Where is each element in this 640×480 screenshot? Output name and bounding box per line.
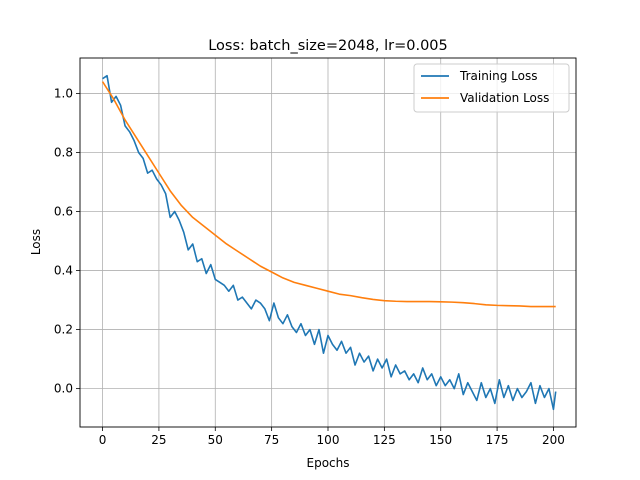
x-axis-label: Epochs — [307, 456, 350, 470]
x-tick-label: 150 — [429, 433, 452, 447]
y-tick-label: 0.0 — [54, 382, 73, 396]
legend: Training Loss Validation Loss — [413, 63, 570, 113]
y-tick-label: 1.0 — [54, 86, 73, 100]
series-line-training-loss — [102, 74, 557, 411]
x-tick-label: 100 — [317, 433, 340, 447]
y-tick-label: 0.6 — [54, 205, 73, 219]
legend-box — [413, 63, 570, 113]
axis-ticks: 0 25 50 75 100 125 150 175 200 0.0 0.2 0.4 0.6 0.8 1.0 — [54, 86, 565, 447]
x-tick-label: 200 — [542, 433, 565, 447]
series-lines — [101, 74, 557, 411]
chart-title: Loss: batch_size=2048, lr=0.005 — [208, 38, 448, 54]
legend-label-validation-loss: Validation Loss — [460, 91, 549, 105]
series-line-validation-loss — [101, 81, 556, 308]
y-tick-label: 0.8 — [54, 145, 73, 159]
x-tick-label: 75 — [264, 433, 279, 447]
x-tick-label: 175 — [486, 433, 509, 447]
legend-label-training-loss: Training Loss — [459, 69, 537, 83]
x-tick-label: 25 — [151, 433, 166, 447]
y-axis-label: Loss — [29, 229, 43, 255]
x-tick-label: 0 — [99, 433, 107, 447]
plot-area-frame — [79, 57, 577, 428]
y-tick-label: 0.4 — [54, 264, 73, 278]
x-tick-label: 125 — [373, 433, 396, 447]
y-tick-label: 0.2 — [54, 323, 73, 337]
grid-lines — [80, 58, 576, 427]
x-tick-label: 50 — [208, 433, 223, 447]
